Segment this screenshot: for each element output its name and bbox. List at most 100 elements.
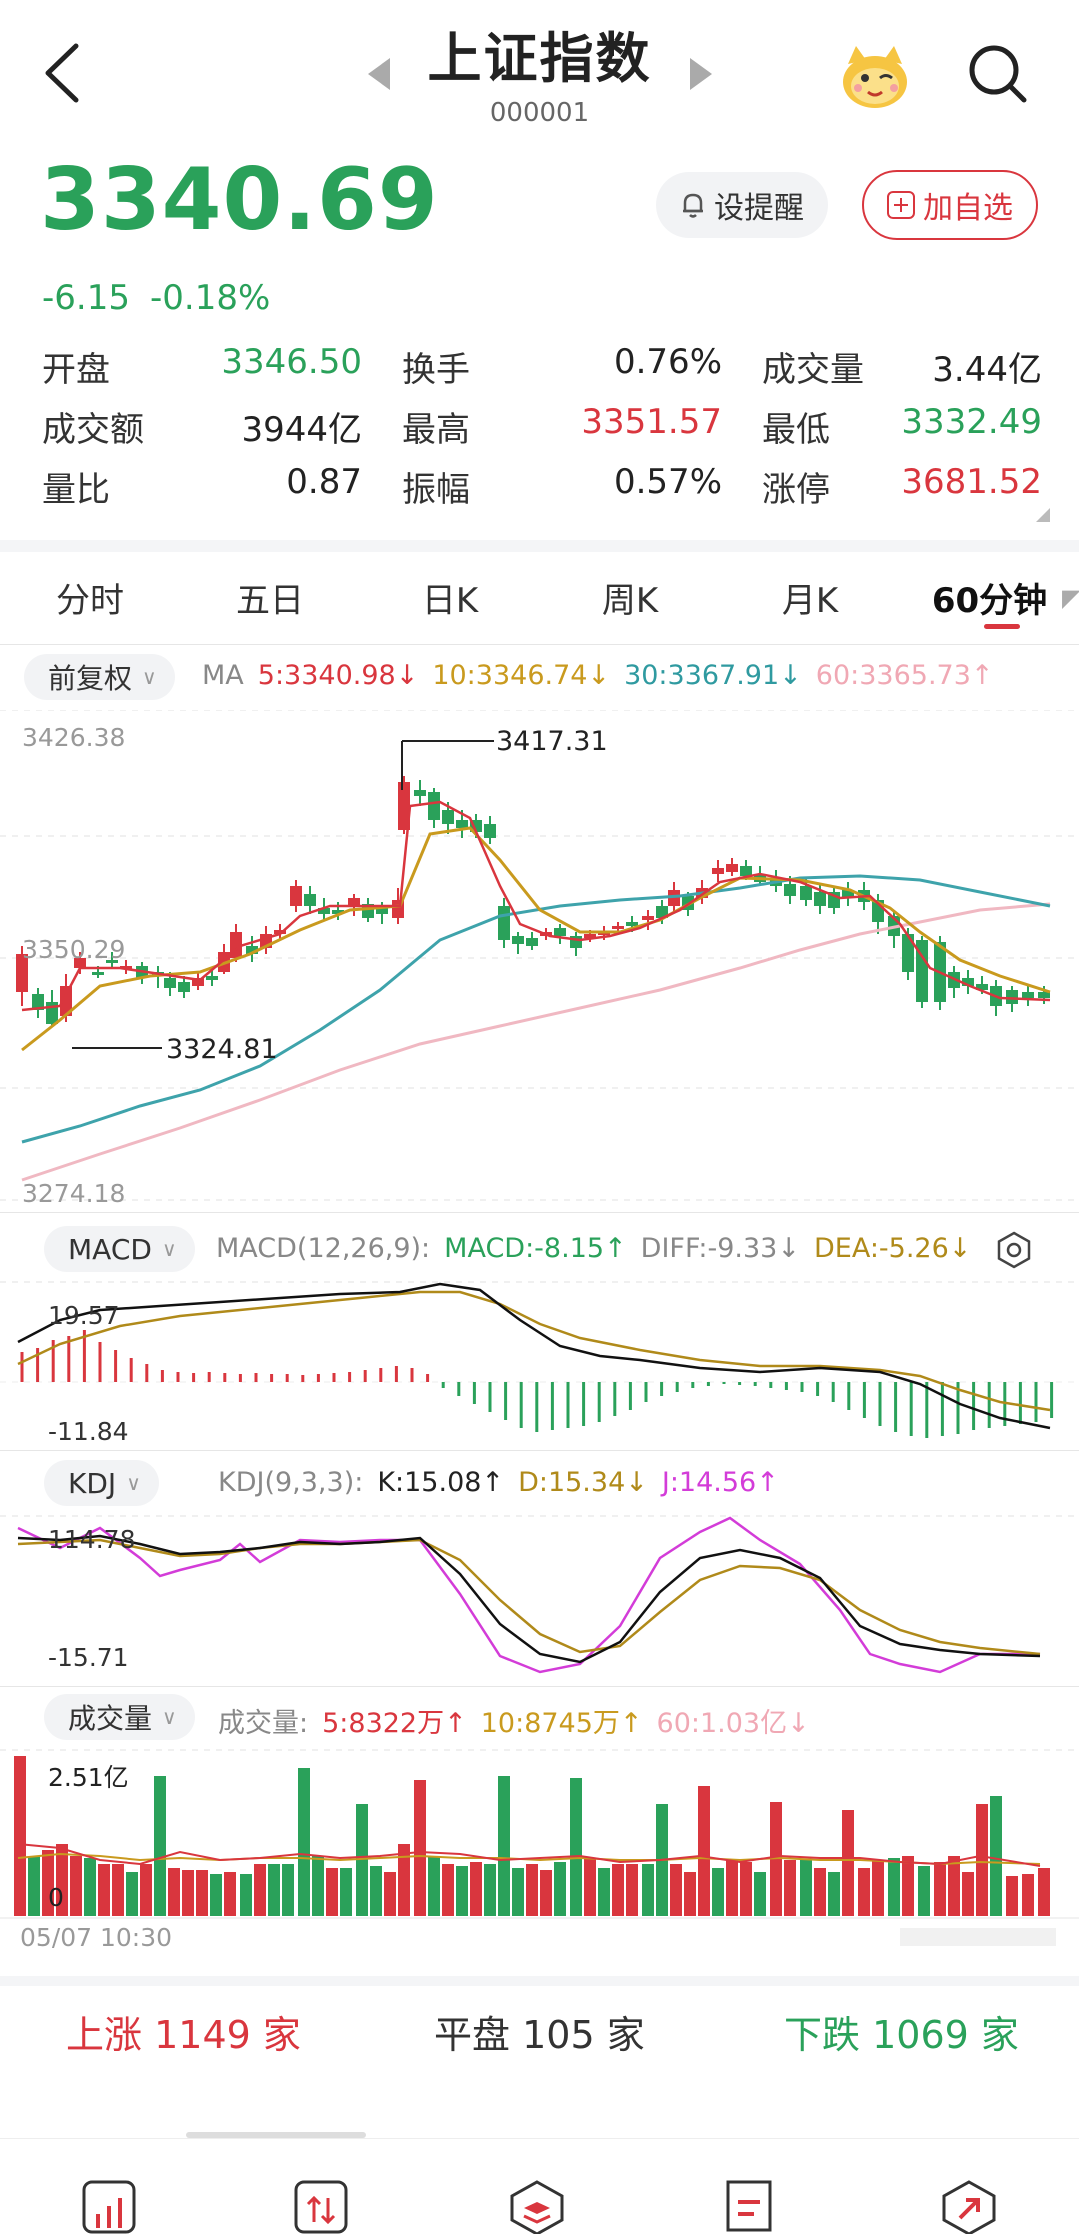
kdj-dropdown[interactable]: KDJ ∨	[44, 1460, 159, 1506]
candle-body	[332, 910, 344, 914]
candle-body	[274, 930, 286, 934]
trade-nav-icon[interactable]	[292, 2178, 350, 2234]
volume-bar	[414, 1780, 426, 1916]
volume-bar	[584, 1858, 596, 1916]
volume-bar	[484, 1864, 496, 1916]
back-icon[interactable]	[40, 40, 84, 106]
candle-body	[206, 976, 218, 980]
stat-item: 最高 3351.57	[402, 402, 762, 451]
volume-bar	[888, 1858, 900, 1916]
volume-bar	[570, 1778, 582, 1916]
candle-body	[74, 958, 86, 968]
candle-body	[16, 954, 28, 992]
volume-bar	[1022, 1874, 1034, 1916]
candle-body	[106, 960, 118, 963]
j-value: J:14.56↑	[661, 1467, 779, 1498]
layers-nav-icon[interactable]	[508, 2178, 566, 2234]
kdj-y-bottom: -15.71	[48, 1643, 129, 1672]
unchanged: 平盘 105 家	[434, 2004, 645, 2059]
stat-label: 振幅	[402, 469, 470, 510]
kdj-y-top: 114.78	[48, 1525, 135, 1554]
candle-body	[484, 824, 496, 838]
ma5-value: 5:3340.98↓	[257, 660, 419, 691]
tab-0[interactable]: 分时	[56, 580, 124, 621]
decliners-label: 下跌	[784, 2013, 861, 2057]
next-arrow-icon[interactable]	[690, 58, 712, 90]
candle-body	[668, 890, 680, 906]
unchanged-unit: 家	[606, 2013, 645, 2057]
stat-label: 开盘	[42, 349, 110, 390]
volume-bar	[428, 1856, 440, 1916]
decliners-count: 1069	[872, 2013, 969, 2057]
stat-value: 3.44亿	[932, 349, 1042, 390]
ma-values: MA 5:3340.98↓ 10:3346.74↓ 30:3367.91↓ 60…	[202, 660, 994, 691]
expand-corner-icon[interactable]	[1036, 508, 1050, 522]
volume-bar	[56, 1844, 68, 1916]
volume-bar	[626, 1864, 638, 1916]
macd-chart[interactable]: 19.57 -11.84	[0, 1280, 1079, 1450]
volume-bar	[268, 1864, 280, 1916]
macd-dropdown[interactable]: MACD ∨	[44, 1226, 195, 1272]
candle-body	[60, 986, 72, 1016]
candle-body	[612, 926, 624, 929]
volume-label: 成交量	[68, 1702, 153, 1735]
tab-3[interactable]: 周K	[601, 580, 659, 621]
volume-dropdown[interactable]: 成交量 ∨	[44, 1694, 195, 1740]
tab-4[interactable]: 月K	[781, 580, 839, 621]
vol5-value: 5:8322万↑	[322, 1708, 467, 1739]
gear-icon[interactable]	[994, 1230, 1034, 1270]
tab-5[interactable]: 60分钟	[931, 580, 1048, 621]
bottom-toolbar	[0, 2138, 1079, 2234]
stat-value: 3346.50	[221, 341, 362, 382]
chevron-down-icon: ∨	[142, 665, 157, 689]
candle-body	[800, 886, 812, 900]
volume-bar	[642, 1864, 654, 1916]
stat-value: 0.57%	[613, 461, 722, 502]
search-icon[interactable]	[966, 42, 1030, 106]
ma-label: MA	[202, 660, 244, 691]
volume-bar	[326, 1868, 338, 1916]
tab-1[interactable]: 五日	[236, 580, 304, 621]
candle-body	[916, 940, 928, 1002]
volume-bar	[858, 1868, 870, 1916]
volume-chart[interactable]: 2.51亿 0 05/07 10:30	[0, 1748, 1079, 1948]
notes-nav-icon[interactable]	[720, 2178, 778, 2234]
volume-bar	[784, 1860, 796, 1916]
set-alert-button[interactable]: 设提醒	[656, 172, 828, 238]
drag-handle[interactable]	[186, 2132, 366, 2138]
tab-2[interactable]: 日K	[421, 580, 479, 621]
volume-bar	[42, 1850, 54, 1916]
price-change: -6.15 -0.18%	[42, 278, 290, 318]
bell-icon	[683, 193, 703, 218]
volume-bar	[340, 1868, 352, 1916]
candle-body	[164, 978, 176, 988]
volume-bar	[526, 1864, 538, 1916]
candle-body	[304, 894, 316, 906]
macd-value: MACD:-8.15↑	[444, 1233, 627, 1264]
stat-label: 最高	[402, 409, 470, 450]
candle-body	[456, 820, 468, 828]
volume-bar	[210, 1874, 222, 1916]
share-nav-icon[interactable]	[940, 2178, 998, 2234]
quote-stats: 开盘 3346.50 换手 0.76% 成交量 3.44亿 成交额 3944亿 最高 3351.5…	[42, 336, 1042, 516]
kdj-chart[interactable]: 114.78 -15.71	[0, 1514, 1079, 1684]
volume-bar	[670, 1864, 682, 1916]
volume-bar	[698, 1786, 710, 1916]
candle-body	[512, 936, 524, 944]
candle-body	[976, 984, 988, 990]
chart-nav-icon[interactable]	[80, 2178, 138, 2234]
candlestick-chart[interactable]: 3426.38 3350.29 3274.18 3417.31 3324.81	[0, 710, 1079, 1210]
advancers-count: 1149	[154, 2013, 251, 2057]
adjust-label: 前复权	[48, 662, 133, 695]
add-watchlist-button[interactable]: 加自选	[862, 170, 1038, 240]
adjust-dropdown[interactable]: 前复权 ∨	[24, 654, 175, 700]
scroll-indicator[interactable]	[900, 1928, 1056, 1946]
advancers-label: 上涨	[66, 2013, 143, 2057]
ma10-value: 10:3346.74↓	[432, 660, 611, 691]
stat-item: 最低 3332.49	[762, 402, 1042, 451]
volume-bar	[934, 1862, 946, 1916]
period-tabs: 分时 五日 日K 周K 月K 60分钟	[0, 560, 1079, 634]
prev-arrow-icon[interactable]	[368, 58, 390, 90]
mascot-icon[interactable]	[838, 38, 912, 110]
tab-more-icon[interactable]: ◤	[1062, 584, 1079, 612]
